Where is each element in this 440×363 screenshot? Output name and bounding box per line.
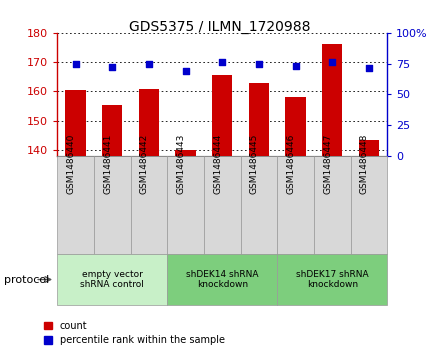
Bar (241, 156, 277, 254)
Point (182, 68, 189, 74)
Bar (314, 156, 351, 254)
Text: GSM1486443: GSM1486443 (176, 134, 186, 194)
Bar (66, 90, 86, 156)
Bar (277, 254, 387, 305)
Text: GSM1486442: GSM1486442 (140, 134, 149, 194)
Bar (249, 83, 269, 156)
Bar (212, 75, 232, 156)
Bar (167, 156, 204, 254)
Point (329, 60, 336, 65)
Bar (176, 150, 196, 156)
Text: GSM1486447: GSM1486447 (323, 134, 332, 194)
Legend: count: count (40, 317, 91, 335)
Legend: percentile rank within the sample: percentile rank within the sample (40, 331, 228, 349)
Text: GSM1486440: GSM1486440 (66, 134, 76, 194)
Text: shDEK14 shRNA
knockdown: shDEK14 shRNA knockdown (186, 270, 258, 289)
Text: GSM1486441: GSM1486441 (103, 134, 112, 194)
Text: GSM1486444: GSM1486444 (213, 134, 222, 194)
Point (365, 66, 372, 72)
Text: empty vector
shRNA control: empty vector shRNA control (80, 270, 144, 289)
Point (255, 61, 262, 66)
Bar (167, 254, 277, 305)
Bar (286, 97, 306, 156)
Bar (351, 156, 387, 254)
Bar (57, 254, 167, 305)
Bar (139, 89, 159, 156)
Text: GSM1486446: GSM1486446 (286, 134, 296, 194)
Point (219, 60, 226, 65)
Point (109, 64, 116, 70)
Bar (359, 140, 379, 156)
Text: GSM1486448: GSM1486448 (360, 134, 369, 194)
Text: protocol: protocol (4, 274, 50, 285)
Text: shDEK17 shRNA
knockdown: shDEK17 shRNA knockdown (296, 270, 369, 289)
Bar (57, 156, 94, 254)
Text: GDS5375 / ILMN_1720988: GDS5375 / ILMN_1720988 (129, 20, 311, 34)
Bar (94, 156, 131, 254)
Bar (322, 44, 342, 156)
Bar (277, 156, 314, 254)
Point (292, 63, 299, 69)
Point (72, 61, 79, 66)
Bar (131, 156, 167, 254)
Bar (102, 105, 122, 156)
Bar (204, 156, 241, 254)
Point (145, 61, 152, 66)
Text: GSM1486445: GSM1486445 (250, 134, 259, 194)
